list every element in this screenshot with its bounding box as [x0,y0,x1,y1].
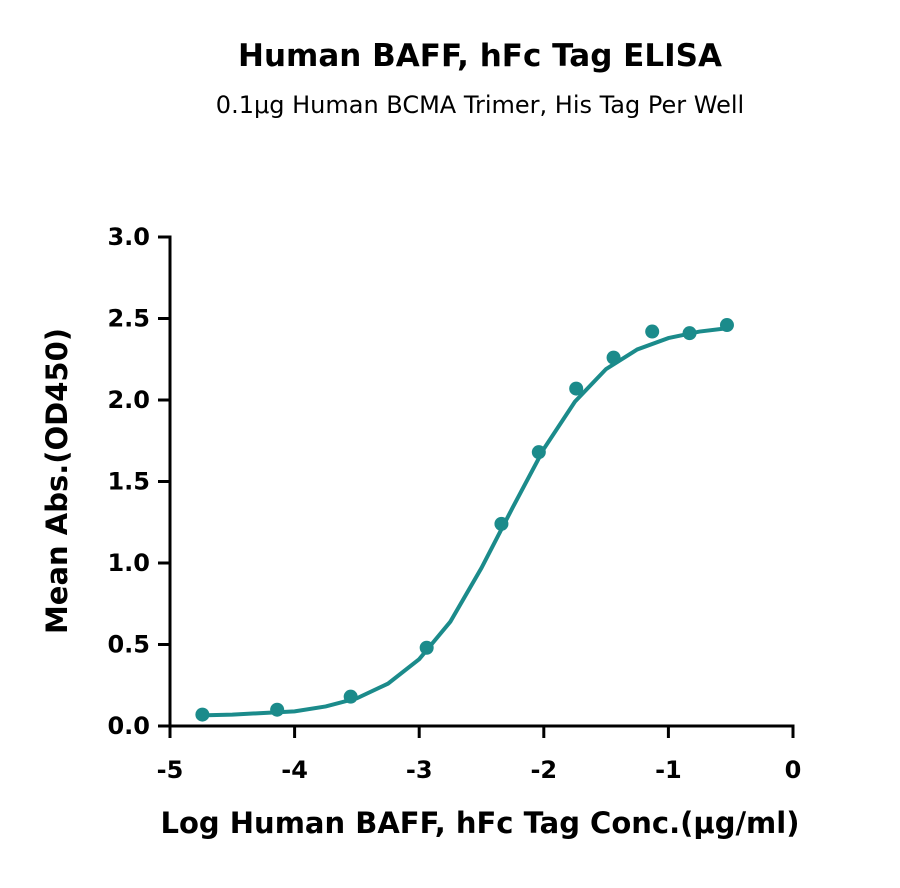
x-tick-label: 0 [785,756,802,784]
data-point [719,318,734,333]
x-tick-label: -5 [157,756,184,784]
chart-title: Human BAFF, hFc Tag ELISA [238,38,722,74]
x-tick-label: -2 [530,756,557,784]
x-tick-label: -3 [406,756,433,784]
chart-subtitle: 0.1μg Human BCMA Trimer, His Tag Per Wel… [216,91,744,119]
x-tick-label: -4 [281,756,308,784]
y-axis-label: Mean Abs.(OD450) [40,328,74,634]
y-tick-label: 1.0 [107,549,150,577]
data-point [682,326,697,341]
y-tick-label: 2.5 [107,305,150,333]
data-point [270,702,285,717]
y-tick-label: 2.0 [107,386,150,414]
data-point [343,689,358,704]
y-tick-label: 0.0 [107,712,150,740]
x-tick-label: -1 [655,756,682,784]
y-tick-label: 3.0 [107,223,150,251]
data-point [569,381,584,396]
data-point [494,516,509,531]
data-point [419,640,434,655]
data-point [606,350,621,365]
fit-curve [201,326,728,718]
data-point [645,324,660,339]
y-tick-label: 1.5 [107,468,150,496]
data-point [195,707,210,722]
y-tick-label: 0.5 [107,631,150,659]
x-axis-label: Log Human BAFF, hFc Tag Conc.(μg/ml) [161,806,800,840]
data-point [531,445,546,460]
